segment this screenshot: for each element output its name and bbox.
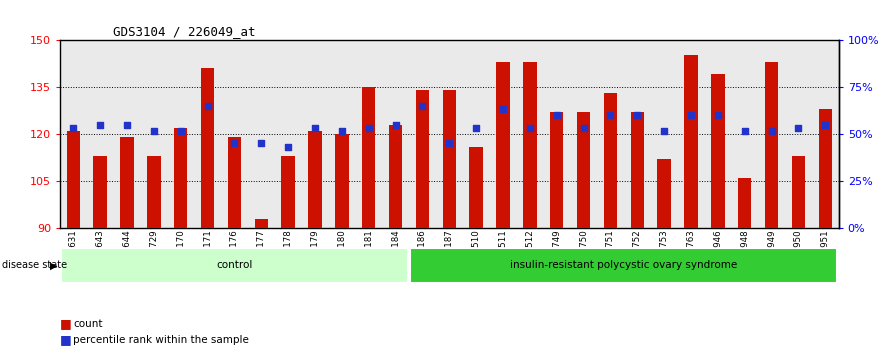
Bar <box>812 40 839 228</box>
Bar <box>657 159 670 228</box>
Bar <box>759 40 785 228</box>
Point <box>550 112 564 118</box>
Bar <box>711 74 724 228</box>
Bar <box>194 40 221 228</box>
Bar <box>731 40 759 228</box>
Bar <box>463 40 490 228</box>
Text: disease state: disease state <box>2 261 67 270</box>
Bar <box>355 40 382 228</box>
Text: ▶: ▶ <box>50 261 58 270</box>
Point <box>362 125 376 131</box>
Text: count: count <box>73 319 102 329</box>
Bar <box>255 219 268 228</box>
Text: percentile rank within the sample: percentile rank within the sample <box>73 335 249 345</box>
Bar <box>516 40 544 228</box>
Point <box>147 128 161 134</box>
Bar <box>275 40 301 228</box>
Bar <box>603 93 618 228</box>
Text: control: control <box>216 261 253 270</box>
Point <box>442 141 456 146</box>
Point <box>281 144 295 149</box>
Point <box>765 128 779 134</box>
Bar <box>301 40 329 228</box>
Point <box>711 112 725 118</box>
Point <box>93 122 107 127</box>
Text: insulin-resistant polycystic ovary syndrome: insulin-resistant polycystic ovary syndr… <box>510 261 737 270</box>
Bar <box>550 112 564 228</box>
Bar <box>93 156 107 228</box>
Point <box>416 103 430 109</box>
Point <box>791 125 805 131</box>
Point <box>308 125 322 131</box>
Bar <box>765 62 778 228</box>
Bar <box>442 90 456 228</box>
Bar <box>677 40 705 228</box>
Bar <box>490 40 516 228</box>
Point <box>496 106 510 112</box>
Bar <box>174 128 188 228</box>
Bar <box>248 40 275 228</box>
Point <box>603 112 618 118</box>
Point <box>255 141 269 146</box>
Bar <box>228 137 241 228</box>
Bar <box>308 131 322 228</box>
Bar <box>201 68 214 228</box>
Point <box>389 122 403 127</box>
Bar <box>544 40 570 228</box>
Point <box>227 141 241 146</box>
Bar <box>496 62 510 228</box>
Bar <box>470 147 483 228</box>
Point <box>66 125 80 131</box>
Point <box>630 112 644 118</box>
Point <box>818 122 833 127</box>
Bar <box>329 40 355 228</box>
Bar <box>785 40 812 228</box>
Bar <box>67 131 80 228</box>
Bar <box>60 40 86 228</box>
Text: ■: ■ <box>60 318 71 330</box>
Bar <box>86 40 114 228</box>
Point <box>522 125 537 131</box>
Bar <box>114 40 140 228</box>
Bar <box>597 40 624 228</box>
FancyBboxPatch shape <box>62 248 408 283</box>
Point <box>684 112 698 118</box>
Point <box>174 128 188 134</box>
Bar <box>738 178 751 228</box>
Bar <box>523 62 537 228</box>
Bar <box>121 137 134 228</box>
Bar <box>281 156 295 228</box>
Text: GDS3104 / 226049_at: GDS3104 / 226049_at <box>113 25 255 38</box>
Point <box>469 125 483 131</box>
Point <box>576 125 590 131</box>
Point <box>657 128 671 134</box>
Bar <box>389 125 403 228</box>
Bar <box>818 109 832 228</box>
Point <box>120 122 134 127</box>
Bar <box>577 112 590 228</box>
Bar <box>335 134 349 228</box>
Bar <box>167 40 194 228</box>
Bar <box>631 112 644 228</box>
Bar <box>436 40 463 228</box>
Bar <box>147 156 160 228</box>
Point <box>201 103 215 109</box>
Bar <box>792 156 805 228</box>
Bar <box>685 55 698 228</box>
Bar <box>570 40 597 228</box>
FancyBboxPatch shape <box>411 248 837 283</box>
Bar <box>409 40 436 228</box>
Bar <box>651 40 677 228</box>
Bar <box>705 40 731 228</box>
Bar <box>416 90 429 228</box>
Bar <box>140 40 167 228</box>
Bar <box>624 40 651 228</box>
Point <box>737 128 751 134</box>
Bar <box>382 40 409 228</box>
Bar <box>362 87 375 228</box>
Point <box>335 128 349 134</box>
Text: ■: ■ <box>60 333 71 346</box>
Bar <box>221 40 248 228</box>
